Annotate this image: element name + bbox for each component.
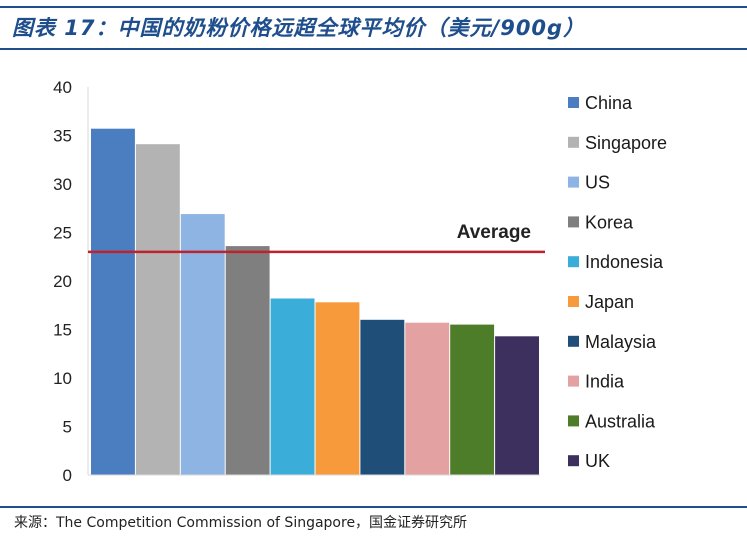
top-rule — [0, 6, 747, 8]
legend-swatch-japan — [568, 296, 579, 307]
bar-singapore — [135, 144, 180, 475]
y-tick-label: 30 — [53, 175, 72, 194]
legend-label-china: China — [585, 93, 633, 113]
bar-uk — [495, 336, 539, 475]
legend-swatch-china — [568, 97, 579, 108]
legend-swatch-indonesia — [568, 256, 579, 268]
source-note: 来源：The Competition Commission of Singapo… — [14, 515, 468, 531]
bar-india — [405, 322, 450, 475]
bar-japan — [315, 302, 360, 475]
bar-australia — [450, 324, 495, 475]
y-tick-label: 15 — [53, 321, 72, 340]
legend-label-singapore: Singapore — [585, 133, 667, 153]
legend-swatch-singapore — [568, 136, 579, 148]
bar-china — [91, 128, 135, 475]
chart-title: 图表 17：中国的奶粉价格远超全球平均价（美元/900g） — [12, 16, 586, 40]
legend-swatch-us — [568, 176, 579, 188]
legend-label-australia: Australia — [585, 411, 656, 431]
y-tick-label: 40 — [53, 78, 72, 97]
legend-swatch-malaysia — [568, 335, 579, 347]
bar-korea — [225, 246, 270, 475]
legend-swatch-australia — [568, 415, 579, 427]
y-tick-label: 25 — [53, 224, 72, 243]
bar-indonesia — [270, 298, 315, 475]
y-tick-label: 35 — [53, 127, 72, 146]
legend-label-india: India — [585, 372, 625, 392]
bar-us — [180, 214, 225, 475]
bar-malaysia — [360, 319, 405, 475]
y-tick-label: 5 — [63, 418, 72, 437]
legend-label-indonesia: Indonesia — [585, 252, 664, 272]
y-tick-label: 20 — [53, 272, 72, 291]
footer-divider — [0, 506, 747, 508]
y-tick-label: 0 — [63, 466, 72, 485]
legend-label-korea: Korea — [585, 212, 634, 232]
legend-swatch-india — [568, 375, 579, 387]
y-tick-label: 10 — [53, 369, 72, 388]
average-label: Average — [457, 222, 531, 243]
legend-label-malaysia: Malaysia — [585, 332, 657, 352]
legend-swatch-korea — [568, 216, 579, 228]
legend-label-japan: Japan — [585, 292, 634, 312]
legend-swatch-uk — [568, 455, 579, 467]
title-divider — [0, 48, 747, 50]
legend-label-uk: UK — [585, 451, 610, 471]
legend-label-us: US — [585, 173, 610, 193]
